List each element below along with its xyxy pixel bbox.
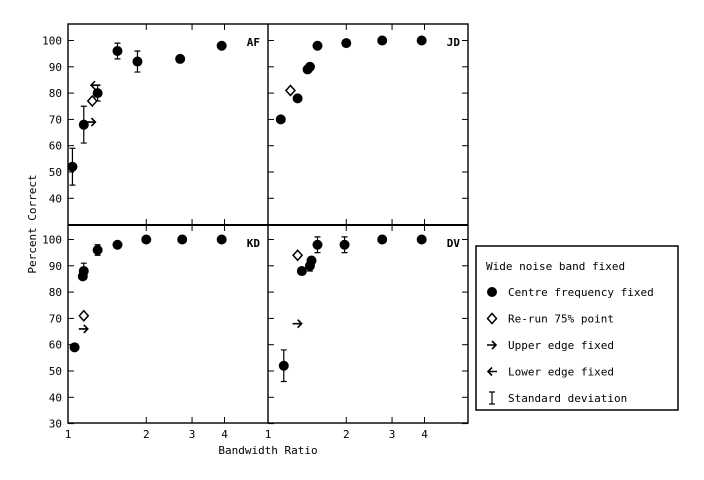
x-tick-label: 1 — [265, 428, 272, 441]
upper-edge-marker — [292, 319, 303, 329]
centre-frequency-marker — [296, 266, 307, 277]
x-tick-label: 1 — [65, 428, 72, 441]
panel-jd — [275, 35, 427, 125]
legend-box — [475, 245, 679, 411]
x-tick-label: 4 — [221, 428, 228, 441]
panel-dv — [278, 234, 427, 383]
data-marks — [67, 35, 427, 383]
x-tick-label: 2 — [143, 428, 150, 441]
centre-frequency-marker — [216, 40, 227, 51]
centre-frequency-marker — [312, 40, 323, 51]
legend-label: Re-run 75% point — [508, 313, 614, 326]
centre-frequency-marker — [112, 46, 123, 57]
error-bar — [489, 391, 495, 405]
lower-edge-marker — [89, 80, 100, 90]
centre-frequency-marker — [216, 234, 227, 245]
panel-label-kd: KD — [247, 237, 261, 250]
centre-frequency-marker — [304, 61, 315, 72]
centre-frequency-marker — [77, 271, 88, 282]
legend-items: Centre frequency fixed Re-run 75% point Up… — [486, 286, 654, 405]
x-tick-label: 3 — [189, 428, 196, 441]
x-axis-title: Bandwidth Ratio — [218, 444, 317, 457]
legend: Wide noise band fixed Centre frequency f… — [475, 245, 679, 411]
y-tick-label: 50 — [49, 365, 62, 378]
centre-frequency-marker — [177, 234, 188, 245]
upper-edge-marker — [78, 324, 89, 334]
y-tick-label: 60 — [49, 339, 62, 352]
axis-ticks — [67, 24, 468, 425]
x-tick-label: 3 — [389, 428, 396, 441]
y-tick-label: 50 — [49, 166, 62, 179]
y-tick-label: 100 — [42, 234, 62, 247]
y-tick-label: 70 — [49, 312, 62, 325]
y-tick-label: 90 — [49, 260, 62, 273]
rerun-marker — [86, 94, 98, 108]
centre-frequency-marker — [416, 35, 427, 46]
y-tick-label: 30 — [49, 418, 62, 431]
axis-tick-labels: 40 50 60 70 80 90 100 30 40 50 60 70 80 90 100 1 2 3 4 1 2 3 4 — [42, 35, 428, 442]
legend-item: Upper edge fixed — [487, 339, 614, 352]
centre-frequency-marker — [278, 360, 289, 371]
panel-labels: AF JD KD DV — [247, 36, 461, 250]
legend-item: Standard deviation — [489, 391, 627, 405]
centre-frequency-marker — [78, 119, 89, 130]
centre-frequency-marker — [275, 114, 286, 125]
centre-frequency-marker — [341, 38, 352, 49]
centre-frequency-marker — [112, 239, 123, 250]
panel-label-af: AF — [247, 36, 260, 49]
lower-edge-marker — [486, 366, 497, 377]
legend-item: Lower edge fixed — [486, 366, 614, 379]
x-tick-label: 4 — [421, 428, 428, 441]
y-tick-label: 40 — [49, 192, 62, 205]
centre-frequency-marker — [141, 234, 152, 245]
centre-frequency-marker — [67, 161, 78, 172]
legend-title: Wide noise band fixed — [486, 260, 625, 273]
centre-frequency-marker — [306, 255, 317, 266]
centre-frequency-marker — [69, 342, 80, 353]
rerun-marker — [292, 249, 304, 262]
legend-label: Upper edge fixed — [508, 339, 614, 352]
centre-frequency-marker — [132, 56, 143, 67]
y-tick-label: 70 — [49, 113, 62, 126]
panel-label-jd: JD — [447, 36, 461, 49]
rerun-marker — [284, 84, 296, 97]
y-tick-label: 100 — [42, 35, 62, 48]
centre-frequency-marker — [92, 88, 103, 99]
legend-label: Lower edge fixed — [508, 366, 614, 379]
y-tick-label: 80 — [49, 87, 62, 100]
rerun-marker — [486, 312, 498, 325]
legend-label: Centre frequency fixed — [508, 286, 654, 299]
centre-frequency-marker — [377, 234, 388, 245]
centre-frequency-marker — [175, 53, 186, 64]
x-tick-label: 2 — [343, 428, 350, 441]
centre-frequency-marker — [416, 234, 427, 245]
legend-item: Re-run 75% point — [486, 312, 614, 326]
panel-kd — [69, 234, 227, 353]
rerun-marker — [78, 309, 90, 322]
y-tick-label: 60 — [49, 140, 62, 153]
panel-af — [67, 40, 227, 186]
centre-frequency-marker — [487, 287, 497, 297]
y-axis-title: Percent Correct — [26, 174, 39, 273]
y-tick-label: 80 — [49, 286, 62, 299]
upper-edge-marker — [86, 117, 97, 127]
centre-frequency-marker — [292, 93, 303, 104]
legend-item: Centre frequency fixed — [487, 286, 654, 299]
centre-frequency-marker — [377, 35, 388, 46]
y-tick-label: 90 — [49, 61, 62, 74]
centre-frequency-marker — [312, 239, 323, 250]
centre-frequency-marker — [339, 239, 350, 250]
y-tick-label: 40 — [49, 391, 62, 404]
upper-edge-marker — [487, 340, 498, 350]
centre-frequency-marker — [92, 245, 103, 256]
legend-label: Standard deviation — [508, 392, 627, 405]
panel-label-dv: DV — [447, 237, 461, 250]
